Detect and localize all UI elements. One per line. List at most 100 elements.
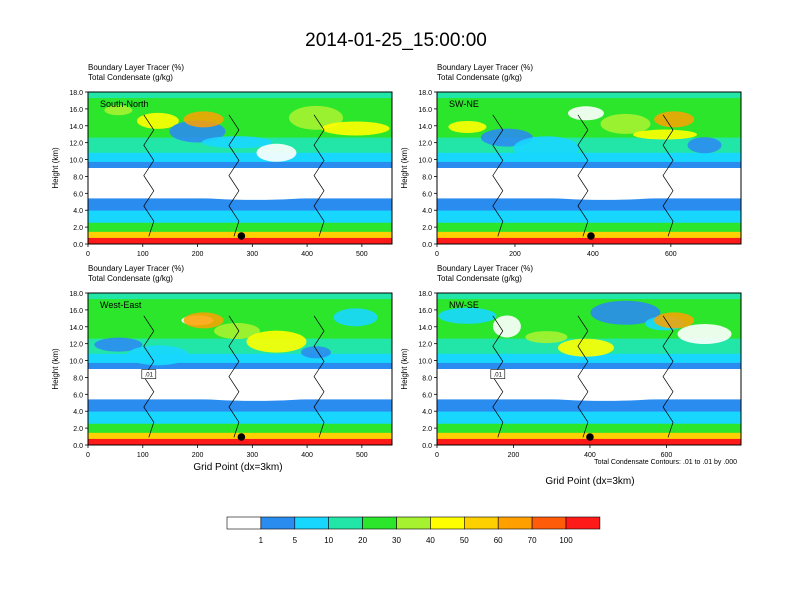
x-tick-label: 100 [137,452,149,459]
y-tick-label: 16.0 [418,308,432,315]
shade-blob [600,113,651,134]
shade-band [437,237,741,244]
colorbar-label: 40 [426,536,435,545]
panel-nw-se: 0.0 2.0 4.0 6.0 8.0 10.0 12.0 14.0 16.0 18.0 0 200 4… [400,264,742,459]
contour-label-box [141,369,157,379]
colorbar-swatch [396,516,431,530]
y-tick-label: 18.0 [69,291,83,298]
contour-line [228,315,240,438]
clear-region [503,373,705,401]
shade-blob [513,136,580,161]
contour-line [662,315,674,438]
x-tick-label: 300 [246,452,258,459]
panel-name: NW-SE [449,300,479,310]
colorbar-label: 100 [559,536,573,545]
field-shading [437,92,741,244]
colorbar-swatch [294,516,329,530]
location-marker [237,433,246,441]
shade-blob [126,345,189,366]
shade-blob [677,324,732,345]
y-tick-label: 14.0 [418,124,432,131]
panel-label-condensate: Total Condensate (g/kg) [88,274,173,283]
xlabel-left: Grid Point (dx=3km) [193,462,282,473]
contour-line [492,114,504,237]
shade-band [437,411,741,425]
y-tick-label: 2.0 [422,225,432,232]
y-tick-label: 10.0 [69,359,83,366]
contour-note: Total Condensate Contours: .01 to .01 by… [594,459,737,466]
hot-spot [183,111,224,128]
x-tick-label: 400 [587,251,599,258]
y-tick-label: 0.0 [422,443,432,450]
y-tick-label: 12.0 [69,342,83,349]
x-tick-label: 0 [435,452,439,459]
colorbar-label: 50 [460,536,469,545]
y-tick-label: 14.0 [69,325,83,332]
panel-label-tracer: Boundary Layer Tracer (%) [88,63,184,72]
shade-band [88,362,392,370]
contour-line [143,114,155,237]
colorbar-swatch [497,516,533,530]
shade-band [88,92,392,99]
location-marker [587,232,595,240]
x-tick-label: 200 [509,251,521,258]
shade-band [88,293,392,300]
x-tick-label: 200 [508,452,520,459]
y-tick-label: 10.0 [418,359,432,366]
y-tick-label: 12.0 [418,342,432,349]
clear-region [503,172,705,200]
y-tick-label: 6.0 [422,392,432,399]
plot-frame [436,91,742,245]
x-tick-label: 300 [246,251,258,258]
shade-blob [321,121,390,136]
colorbar-label: 1 [259,536,264,545]
y-axis-label: Height (km) [400,147,409,189]
y-tick-label: 0.0 [73,242,83,249]
y-tick-label: 8.0 [422,174,432,181]
y-tick-label: 6.0 [73,392,83,399]
x-tick-label: 0 [86,251,90,258]
shade-band [88,237,392,244]
shade-blob [333,308,378,327]
figure-title: 2014-01-25_15:00:00 [305,30,487,51]
shade-blob [567,106,604,121]
shade-blob [525,331,568,344]
shade-band [88,438,392,445]
location-marker [586,433,594,441]
shade-band [88,161,392,169]
y-tick-label: 16.0 [69,107,83,114]
panel-label-condensate: Total Condensate (g/kg) [437,73,522,82]
shade-blob [438,307,497,324]
panel-label-condensate: Total Condensate (g/kg) [88,73,173,82]
y-tick-label: 12.0 [69,141,83,148]
contour-line [313,315,325,438]
shade-band [437,353,741,364]
x-tick-label: 400 [301,251,313,258]
shade-blob [256,143,297,162]
y-axis-label: Height (km) [51,147,60,189]
x-tick-label: 600 [661,452,673,459]
y-tick-label: 16.0 [418,107,432,114]
shade-blob [94,337,143,352]
shade-band [88,399,392,413]
colorbar-swatch [565,516,601,530]
location-marker [237,232,246,240]
panel-label-tracer: Boundary Layer Tracer (%) [437,264,533,273]
colorbar-label: 30 [392,536,401,545]
shade-band [437,362,741,370]
y-tick-label: 6.0 [73,191,83,198]
y-tick-label: 8.0 [73,174,83,181]
panel-label-condensate: Total Condensate (g/kg) [437,274,522,283]
y-tick-label: 8.0 [422,375,432,382]
y-tick-label: 2.0 [73,225,83,232]
y-tick-label: 4.0 [422,409,432,416]
shade-blob [301,346,331,359]
colorbar: 1 5 10 20 30 40 50 60 70 100 [226,516,601,545]
y-tick-label: 10.0 [69,158,83,165]
colorbar-swatch [362,516,397,530]
x-tick-label: 100 [137,251,149,258]
hot-spot [654,111,695,128]
x-tick-label: 500 [356,452,368,459]
clear-region [154,373,356,401]
